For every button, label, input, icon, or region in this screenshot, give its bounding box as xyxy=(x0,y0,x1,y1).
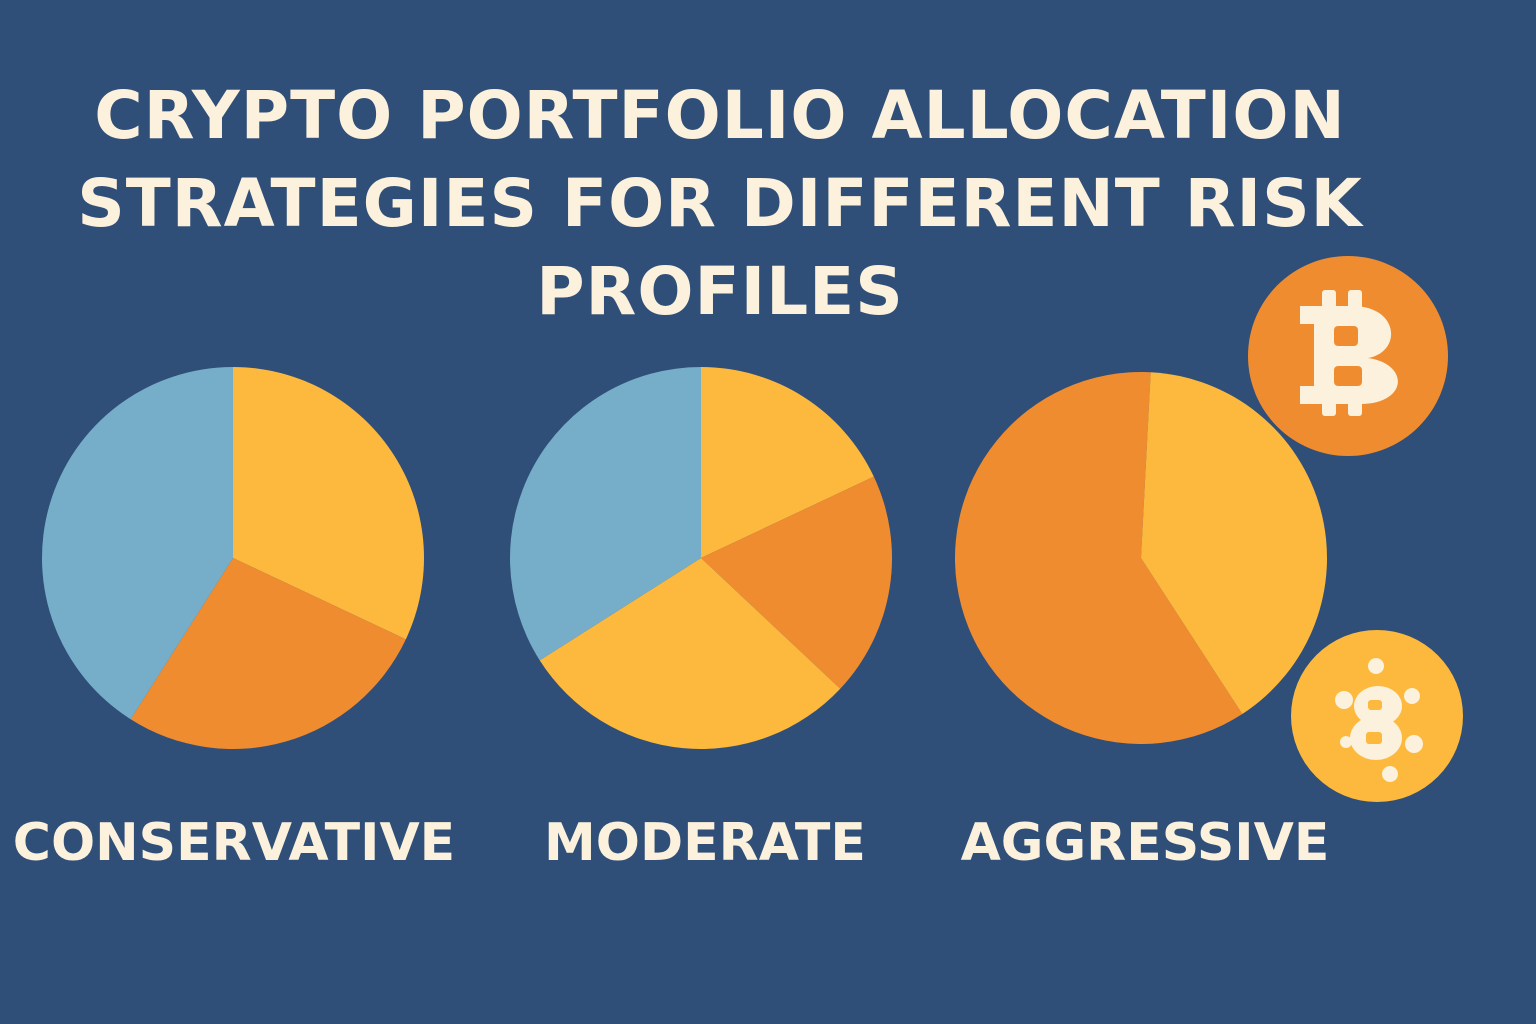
pie-1-slice-3 xyxy=(509,367,701,661)
pie-1-slice-1 xyxy=(701,476,892,689)
pie-conservative xyxy=(41,367,424,749)
pie-1-slice-0 xyxy=(701,367,874,558)
pie-1-slice-2 xyxy=(539,558,841,749)
title-line-1: CRYPTO PORTFOLIO ALLOCATION xyxy=(94,77,1346,154)
pie-2-slice-1 xyxy=(1141,372,1328,714)
pie-0-slice-2 xyxy=(41,367,234,720)
pie-2-slice-0 xyxy=(955,371,1243,744)
title-line-3: PROFILES xyxy=(536,253,904,330)
pie-label-aggressive: AGGRESSIVE xyxy=(961,813,1330,873)
pie-aggressive xyxy=(955,371,1328,744)
pie-moderate xyxy=(509,367,892,749)
crypto-coin-icon xyxy=(1291,630,1463,802)
pie-label-conservative: CONSERVATIVE xyxy=(13,813,455,873)
page-title: CRYPTO PORTFOLIO ALLOCATION STRATEGIES F… xyxy=(40,72,1400,336)
pie-0-slice-0 xyxy=(233,367,424,640)
bitcoin-coin-icon xyxy=(1248,256,1448,456)
pie-label-moderate: MODERATE xyxy=(544,813,866,873)
title-line-2: STRATEGIES FOR DIFFERENT RISK xyxy=(77,165,1363,242)
pie-0-slice-1 xyxy=(130,558,406,749)
